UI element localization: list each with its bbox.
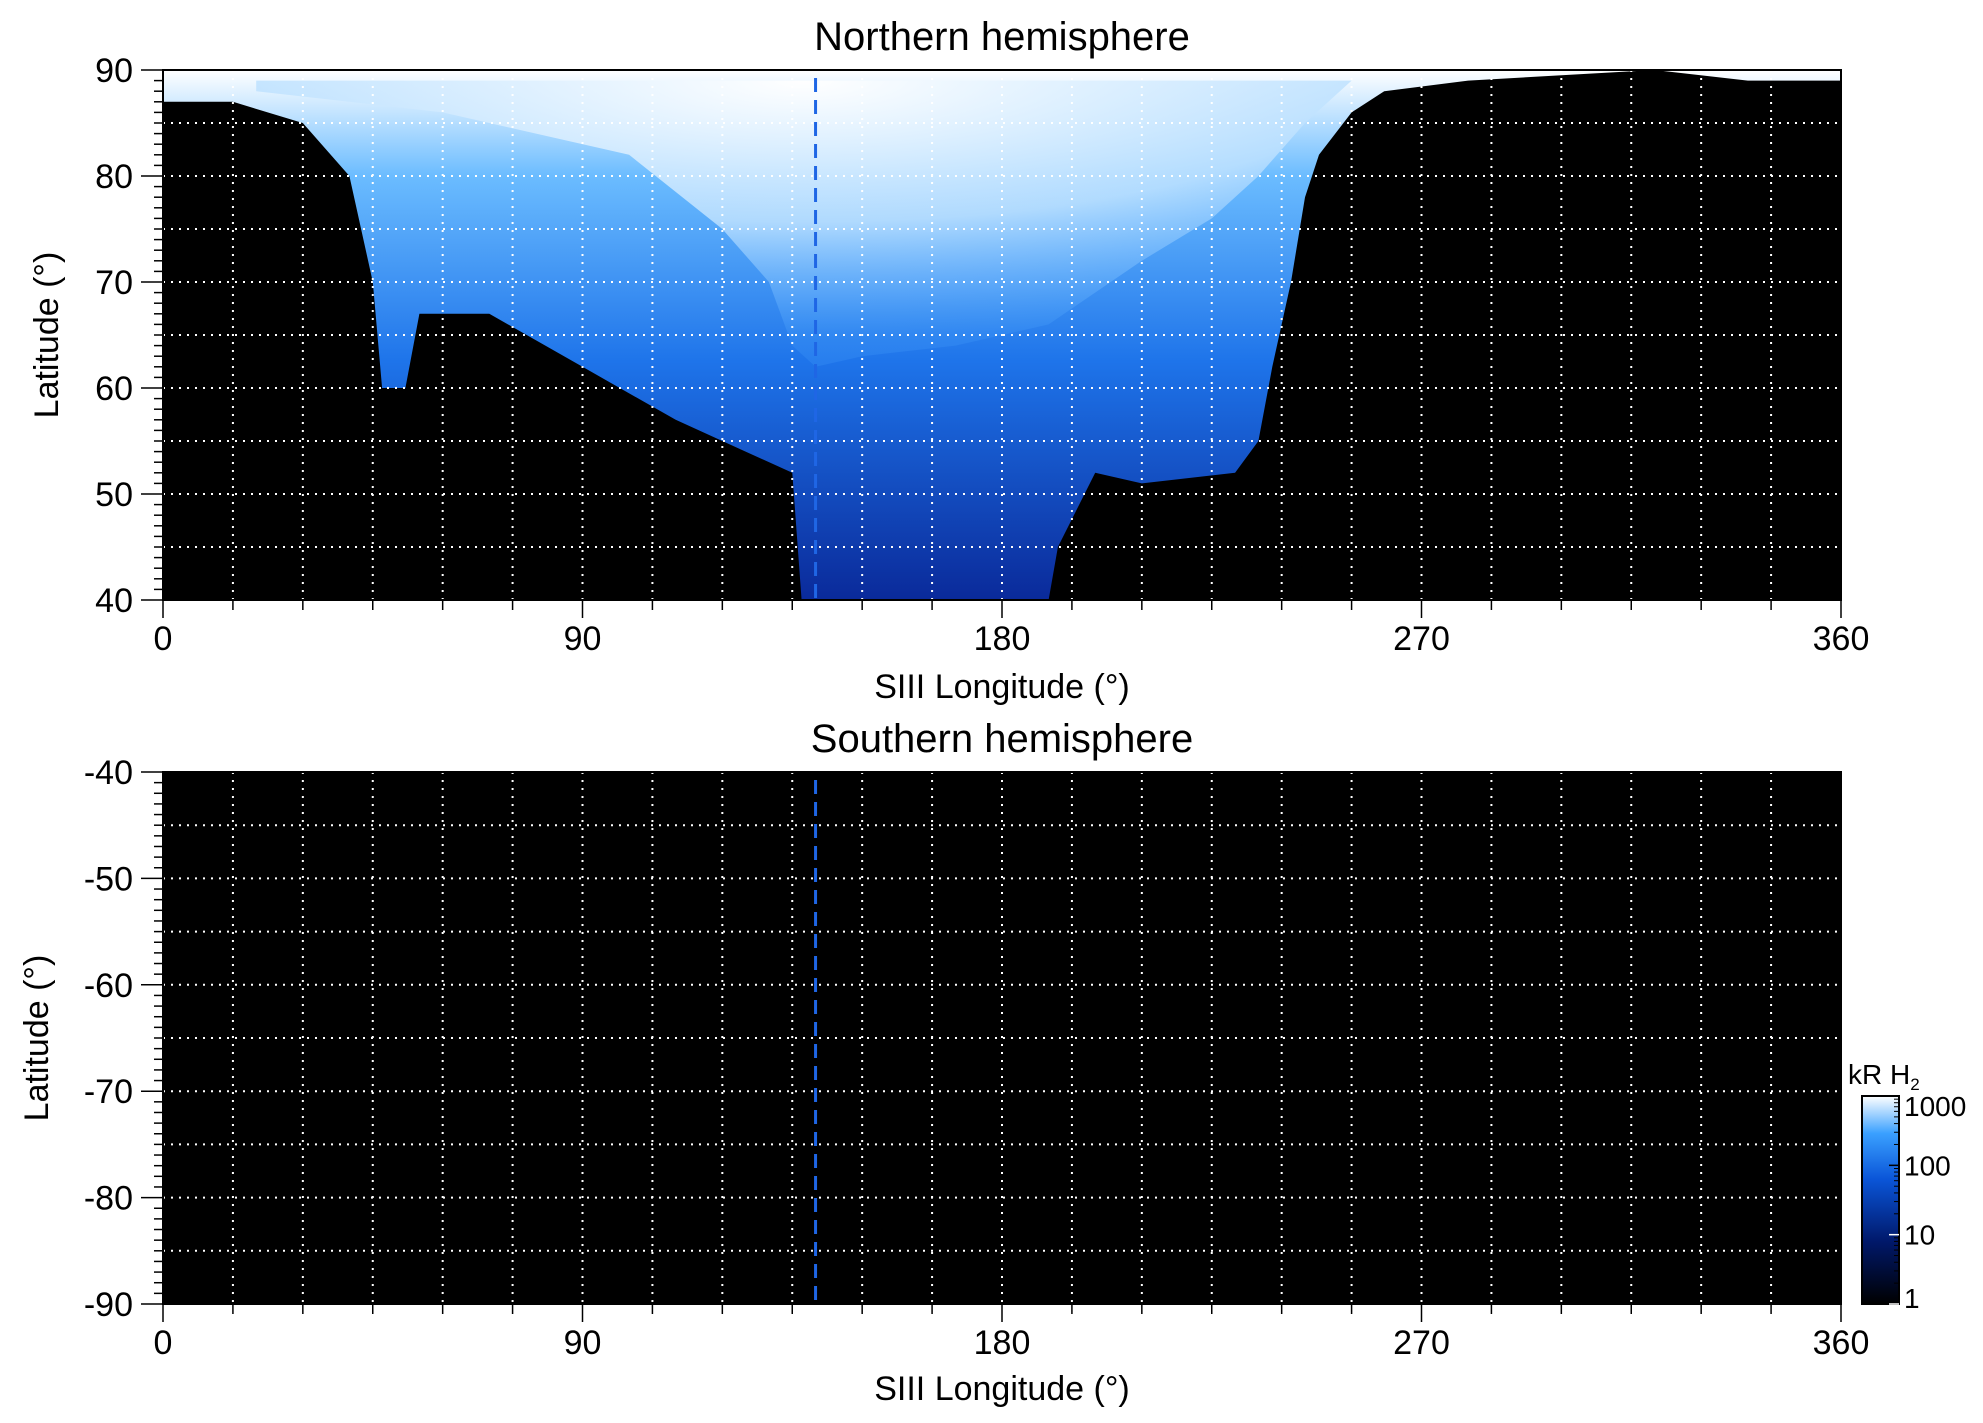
northern-y-axis-label: Latitude (°): [28, 252, 66, 419]
northern-hemisphere-panel: Northern hemisphere 0 90 180 270 360 40 50 60 7…: [28, 15, 1869, 706]
colorbar-ticks: 1000 100 10 1: [1889, 1091, 1966, 1314]
y-tick-label: 60: [95, 370, 133, 408]
colorbar-gradient: [1861, 1095, 1900, 1305]
southern-x-tick-labels: 0 90 180 270 360: [154, 1324, 1870, 1362]
y-tick-label: -90: [84, 1286, 133, 1324]
northern-title: Northern hemisphere: [814, 15, 1190, 59]
x-tick-label: 180: [974, 620, 1031, 658]
colorbar-label-main: kR H: [1848, 1059, 1910, 1090]
southern-y-axis-label: Latitude (°): [18, 955, 56, 1122]
x-tick-label: 360: [1813, 620, 1870, 658]
colorbar-tick-label: 1000: [1904, 1091, 1966, 1122]
x-tick-label: 0: [154, 1324, 173, 1362]
southern-grid: [163, 772, 1841, 1304]
y-tick-label: -80: [84, 1180, 133, 1218]
y-tick-label: 50: [95, 476, 133, 514]
colorbar: kR H2 1000 100 10 1: [1848, 1059, 1966, 1314]
y-tick-label: 40: [95, 582, 133, 620]
bright-emission-region: [256, 80, 1352, 367]
southern-y-tick-labels: -40 -50 -60 -70 -80 -90: [84, 754, 133, 1324]
southern-axes: [141, 771, 1842, 1322]
x-tick-label: 90: [564, 620, 602, 658]
x-tick-label: 270: [1393, 1324, 1450, 1362]
y-tick-label: -60: [84, 967, 133, 1005]
southern-x-axis-label: SIII Longitude (°): [874, 1370, 1130, 1408]
northern-x-axis-label: SIII Longitude (°): [874, 668, 1130, 706]
colorbar-label-sub: 2: [1910, 1075, 1919, 1094]
x-tick-label: 180: [974, 1324, 1031, 1362]
northern-x-tick-labels: 0 90 180 270 360: [154, 620, 1870, 658]
northern-grid: [163, 70, 1841, 600]
x-tick-label: 0: [154, 620, 173, 658]
y-tick-label: -40: [84, 754, 133, 792]
y-tick-label: -70: [84, 1073, 133, 1111]
colorbar-tick-label: 1: [1904, 1283, 1920, 1314]
colorbar-label: kR H2: [1848, 1059, 1920, 1094]
x-tick-label: 270: [1393, 620, 1450, 658]
y-tick-label: 70: [95, 264, 133, 302]
y-tick-label: 90: [95, 52, 133, 90]
y-tick-label: -50: [84, 860, 133, 898]
northern-axes: [141, 69, 1842, 618]
x-tick-label: 360: [1813, 1324, 1870, 1362]
y-tick-label: 80: [95, 158, 133, 196]
colorbar-tick-label: 10: [1904, 1220, 1935, 1251]
southern-hemisphere-panel: Southern hemisphere 0 90 180 270 360 -40-50-…: [18, 717, 1869, 1408]
northern-y-tick-labels: 40 50 60 70 80 90: [95, 52, 133, 620]
colorbar-tick-label: 100: [1904, 1150, 1951, 1181]
x-tick-label: 90: [564, 1324, 602, 1362]
southern-title: Southern hemisphere: [811, 717, 1193, 761]
